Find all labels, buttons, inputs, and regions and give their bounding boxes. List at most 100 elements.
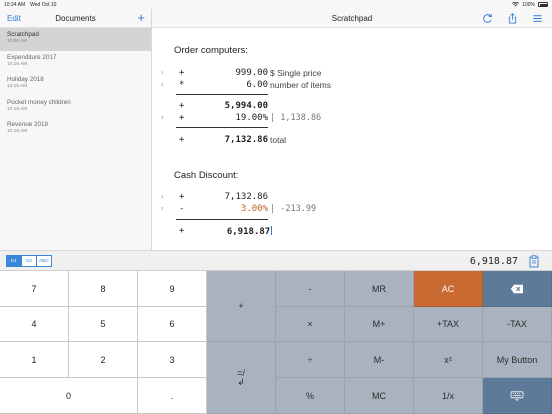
line-number: 1 — [161, 70, 164, 75]
keyboard-tab-k1[interactable]: K1 — [6, 255, 22, 267]
share-icon[interactable] — [505, 12, 519, 25]
line-value: 6,918.87 — [226, 227, 271, 237]
operator: + — [179, 113, 185, 123]
key-8[interactable]: 8 — [69, 271, 138, 307]
calc-line[interactable]: 2 - 3.00% | -213.99 — [152, 204, 552, 216]
line-value-with-caret: 6,918.87 — [227, 226, 272, 237]
line-intermediate: | -213.99 — [270, 204, 317, 214]
refresh-icon[interactable] — [480, 12, 494, 25]
line-value: 19.00% — [235, 113, 268, 123]
calc-line[interactable]: 2 * 6.00 number of items — [152, 80, 552, 92]
status-time: 10:24 AM — [4, 1, 26, 8]
key-9[interactable]: 9 — [138, 271, 207, 307]
line-value: 3.00% — [240, 204, 268, 214]
key-equals-enter[interactable]: =/↲ — [207, 342, 276, 414]
section-heading: Cash Discount: — [174, 170, 239, 181]
key-backspace[interactable] — [483, 271, 552, 307]
battery-icon — [538, 2, 548, 7]
key-multiply[interactable]: × — [276, 307, 345, 342]
document-time: 10:16 AM — [7, 129, 28, 134]
document-item-expenditure[interactable]: Expenditure 2017 10:16 AM — [0, 51, 151, 74]
document-item-revenue[interactable]: Revenue 2018 10:16 AM — [0, 118, 151, 141]
document-item-pocket-money[interactable]: Pocket money children 10:16 AM — [0, 96, 151, 119]
keyboard-tabs: K1 K2 ABC — [6, 255, 52, 267]
calculation-sheet[interactable]: Order computers: 1 + 999.00 $ Single pri… — [152, 28, 552, 250]
keyboard-tab-k2[interactable]: K2 — [21, 255, 37, 267]
document-time: 10:16 AM — [7, 61, 28, 67]
key-percent[interactable]: % — [276, 378, 345, 414]
document-name: Pocket money children — [7, 98, 71, 106]
status-bar: 10:24 AM Wed Oct 10 100% — [0, 0, 552, 9]
key-0[interactable]: 0 — [0, 378, 138, 414]
subtotal-line[interactable]: + 5,994.00 — [152, 101, 552, 113]
document-time: 10:16 AM — [7, 84, 28, 89]
document-item-holiday[interactable]: Holiday 2018 10:16 AM — [0, 73, 151, 96]
enter-label-top: =/ — [237, 367, 245, 378]
backspace-icon — [510, 284, 523, 293]
key-hide-keyboard[interactable] — [483, 378, 552, 414]
key-3[interactable]: 3 — [138, 342, 207, 378]
operator: + — [179, 192, 185, 202]
key-divide[interactable]: ÷ — [276, 342, 345, 378]
operator: - — [179, 204, 185, 214]
key-6[interactable]: 6 — [138, 307, 207, 342]
key-minus-tax[interactable]: -TAX — [483, 307, 552, 342]
enter-return-icon: ↲ — [237, 376, 245, 387]
line-value: 7,132.86 — [224, 135, 268, 145]
line-comment: $ Single price — [270, 68, 322, 78]
result-display: 6,918.87 — [469, 256, 518, 267]
line-number: 2 — [161, 82, 164, 87]
key-4[interactable]: 4 — [0, 307, 69, 342]
document-title: Scratchpad — [331, 13, 373, 23]
line-comment: total — [270, 135, 287, 145]
status-date: Wed Oct 10 — [30, 1, 57, 8]
operator: * — [179, 80, 185, 90]
add-document-button[interactable]: + — [137, 10, 145, 25]
keyboard-tab-abc[interactable]: ABC — [36, 255, 52, 267]
result-bar: K1 K2 ABC 6,918.87 — [0, 250, 552, 271]
wifi-icon — [512, 2, 520, 7]
document-name: Expenditure 2017 — [7, 53, 57, 61]
sidebar-title: Documents — [55, 13, 96, 23]
document-name: Holiday 2018 — [7, 76, 44, 83]
line-intermediate: | 1,138.86 — [270, 113, 322, 123]
line-number: 1 — [161, 194, 164, 199]
key-memory-clear[interactable]: MC — [345, 378, 414, 414]
clipboard-icon[interactable] — [528, 255, 540, 268]
line-value: 5,994.00 — [224, 101, 268, 111]
document-item-scratchpad[interactable]: Scratchpad 10:08 AM — [0, 28, 151, 51]
key-decimal[interactable]: . — [138, 378, 207, 414]
key-plus-tax[interactable]: +TAX — [414, 307, 483, 342]
edit-button[interactable]: Edit — [7, 13, 21, 23]
key-plus[interactable]: + — [207, 271, 276, 342]
calculator-keypad: 7 8 9 4 5 6 1 2 3 0 . + =/↲ - × ÷ % MR M… — [0, 271, 552, 414]
line-value: 6.00 — [246, 80, 268, 90]
document-name: Revenue 2018 — [7, 121, 48, 128]
key-minus[interactable]: - — [276, 271, 345, 307]
key-2[interactable]: 2 — [69, 342, 138, 378]
line-value: 7,132.86 — [224, 192, 268, 202]
calc-line[interactable]: 1 + 999.00 $ Single price — [152, 68, 552, 80]
key-square[interactable]: x² — [414, 342, 483, 378]
line-number: 3 — [161, 115, 164, 120]
key-my-button[interactable]: My Button — [483, 342, 552, 378]
sum-divider — [176, 127, 268, 128]
key-memory-minus[interactable]: M- — [345, 342, 414, 378]
calc-line[interactable]: 3 + 19.00% | 1,138.86 — [152, 113, 552, 125]
menu-icon[interactable] — [530, 12, 544, 25]
key-memory-plus[interactable]: M+ — [345, 307, 414, 342]
key-reciprocal[interactable]: 1/x — [414, 378, 483, 414]
section-heading: Order computers: — [174, 45, 248, 56]
current-line[interactable]: + 6,918.87 — [152, 226, 552, 238]
key-all-clear[interactable]: AC — [414, 271, 483, 307]
key-memory-recall[interactable]: MR — [345, 271, 414, 307]
operator: + — [179, 226, 185, 236]
battery-percent: 100% — [522, 1, 535, 8]
key-7[interactable]: 7 — [0, 271, 69, 307]
key-5[interactable]: 5 — [69, 307, 138, 342]
total-line[interactable]: + 7,132.86 total — [152, 135, 552, 147]
calc-line[interactable]: 1 + 7,132.86 — [152, 192, 552, 204]
key-1[interactable]: 1 — [0, 342, 69, 378]
sum-divider — [176, 219, 268, 220]
operator: + — [179, 101, 185, 111]
